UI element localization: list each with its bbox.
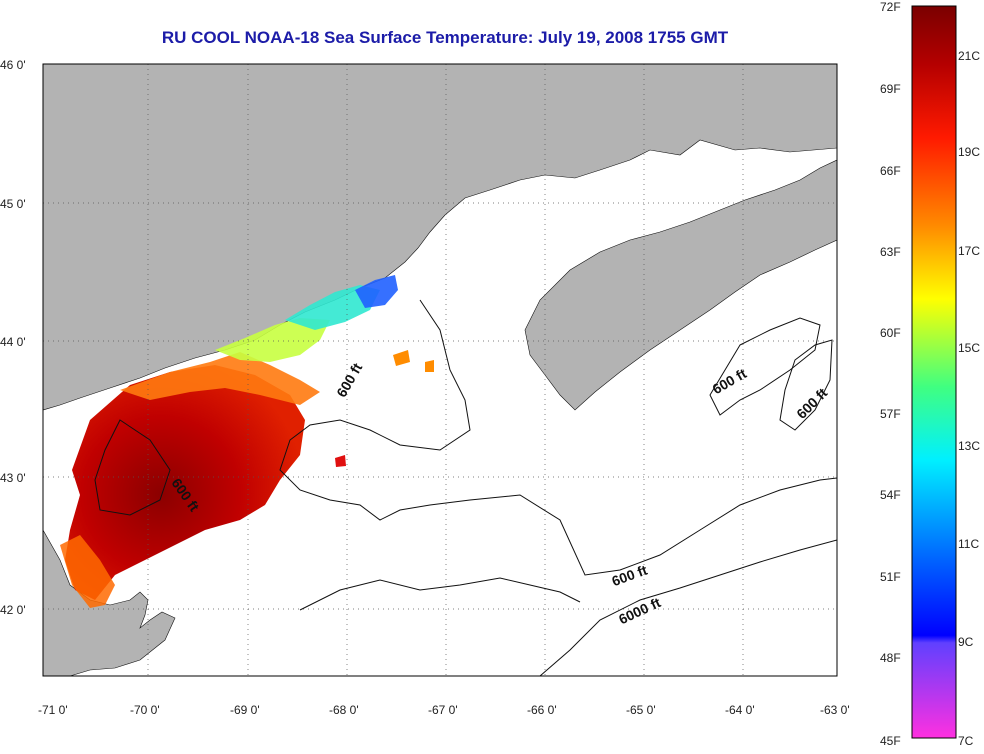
lat-axis: 46 0' 45 0' 44 0' 43 0' 42 0' xyxy=(0,58,26,617)
colorbar-f-label: 60F xyxy=(880,326,901,340)
land-mainland xyxy=(43,64,837,411)
lon-tick: -68 0' xyxy=(329,703,359,717)
map-frame xyxy=(42,63,838,677)
lon-tick: -70 0' xyxy=(130,703,160,717)
colorbar-fahrenheit-labels: 72F 69F 66F 63F 60F 57F 54F 51F 48F 45F xyxy=(880,0,901,748)
contour-600ft-main xyxy=(279,299,837,576)
sst-cool-band xyxy=(215,318,330,362)
lon-tick: -66 0' xyxy=(527,703,557,717)
colorbar-f-label: 72F xyxy=(880,0,901,14)
sst-red-spot xyxy=(335,455,346,467)
colorbar xyxy=(911,5,957,739)
colorbar-f-label: 48F xyxy=(880,651,901,665)
colorbar-c-label: 17C xyxy=(958,244,980,258)
colorbar-c-label: 7C xyxy=(958,734,974,748)
contour-600ft-east-1 xyxy=(709,317,821,416)
lon-tick: -69 0' xyxy=(230,703,260,717)
lat-tick: 42 0' xyxy=(0,603,26,617)
bay-of-fundy xyxy=(470,152,795,300)
colorbar-c-label: 13C xyxy=(958,439,980,453)
lat-tick: 44 0' xyxy=(0,335,26,349)
lon-tick: -67 0' xyxy=(428,703,458,717)
lon-tick: -64 0' xyxy=(725,703,755,717)
lat-tick: 43 0' xyxy=(0,471,26,485)
land-nova-scotia xyxy=(524,159,837,411)
sst-blue-band xyxy=(355,275,398,308)
colorbar-f-label: 57F xyxy=(880,407,901,421)
lon-tick: -65 0' xyxy=(626,703,656,717)
colorbar-f-label: 63F xyxy=(880,245,901,259)
map-title: RU COOL NOAA-18 Sea Surface Temperature:… xyxy=(161,28,729,47)
colorbar-celsius-labels: 21C 19C 17C 15C 13C 11C 9C 7C xyxy=(958,49,980,748)
sst-orange-spot-2 xyxy=(425,360,434,372)
lon-tick: -71 0' xyxy=(38,703,68,717)
sst-orange-fringe xyxy=(60,535,115,608)
lat-tick: 45 0' xyxy=(0,197,26,211)
lon-axis: -71 0' -70 0' -69 0' -68 0' -67 0' -66 0… xyxy=(38,703,850,717)
lat-tick: 46 0' xyxy=(0,58,26,72)
colorbar-f-label: 54F xyxy=(880,488,901,502)
colorbar-c-label: 19C xyxy=(958,145,980,159)
gridlines xyxy=(43,64,837,676)
sst-orange-spot-1 xyxy=(393,350,410,366)
bathymetry-contours xyxy=(94,299,837,676)
sst-orange-coast xyxy=(120,352,320,405)
colorbar-f-label: 66F xyxy=(880,164,901,178)
sst-cyan-band xyxy=(285,285,380,330)
colorbar-f-label: 45F xyxy=(880,734,901,748)
contour-600ft-shelf xyxy=(299,577,581,611)
lon-tick: -63 0' xyxy=(820,703,850,717)
colorbar-c-label: 21C xyxy=(958,49,980,63)
colorbar-f-label: 69F xyxy=(880,82,901,96)
contour-6000ft xyxy=(539,539,837,676)
colorbar-f-label: 51F xyxy=(880,570,901,584)
contour-600ft-east-2 xyxy=(779,339,833,431)
contour-gulf-inner xyxy=(94,419,171,516)
colorbar-c-label: 9C xyxy=(958,635,974,649)
colorbar-c-label: 11C xyxy=(958,537,979,551)
colorbar-c-label: 15C xyxy=(958,341,980,355)
